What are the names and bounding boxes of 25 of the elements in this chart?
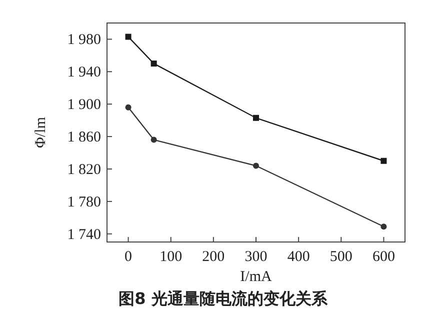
y-tick-label: 1 780 — [67, 194, 101, 210]
point — [125, 34, 132, 40]
x-tick-label: 400 — [287, 249, 310, 265]
x-tick-label: 100 — [160, 249, 182, 265]
y-tick-label: 1 900 — [67, 97, 101, 114]
point — [253, 114, 259, 121]
x-tick-label: 600 — [372, 249, 395, 265]
point — [380, 224, 387, 230]
y-tick-label: 1 820 — [67, 162, 101, 178]
point — [150, 136, 157, 143]
point — [253, 162, 259, 169]
y-axis-title: Φ/lm — [33, 116, 49, 148]
point — [125, 104, 132, 110]
x-axis-title: I/mA — [240, 269, 272, 285]
x-tick-label: 0 — [124, 249, 132, 265]
point — [380, 158, 387, 164]
point — [150, 60, 157, 67]
y-tick-label: 1 860 — [67, 130, 101, 146]
y-tick-label: 1 740 — [67, 226, 101, 243]
x-tick-label: 500 — [330, 249, 352, 265]
y-tick-label: 1 980 — [67, 32, 101, 48]
text: 图8 光通量随电流的变化关系 — [118, 289, 328, 308]
y-tick-label: 1 940 — [67, 64, 101, 81]
x-tick-label: 200 — [202, 249, 225, 265]
x-tick-label: 300 — [244, 249, 268, 265]
